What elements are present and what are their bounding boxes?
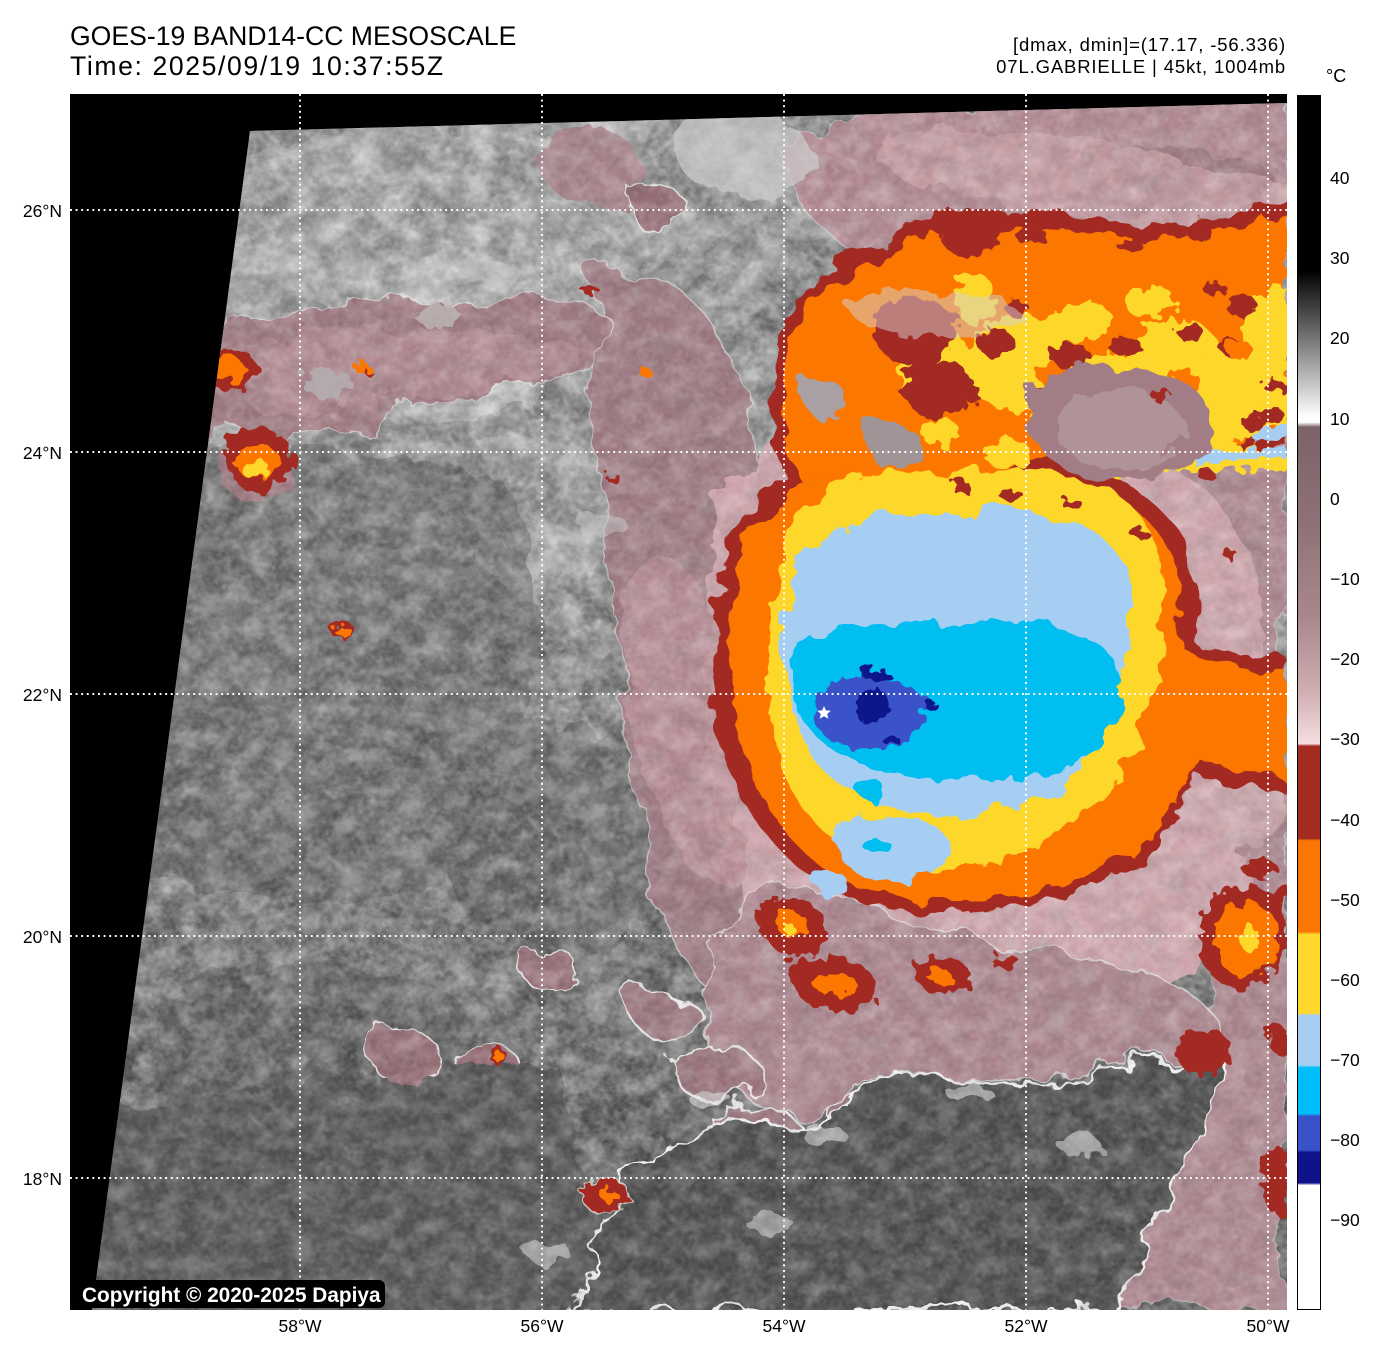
- svg-text:Copyright © 2020-2025 Dapiya: Copyright © 2020-2025 Dapiya: [82, 1284, 381, 1307]
